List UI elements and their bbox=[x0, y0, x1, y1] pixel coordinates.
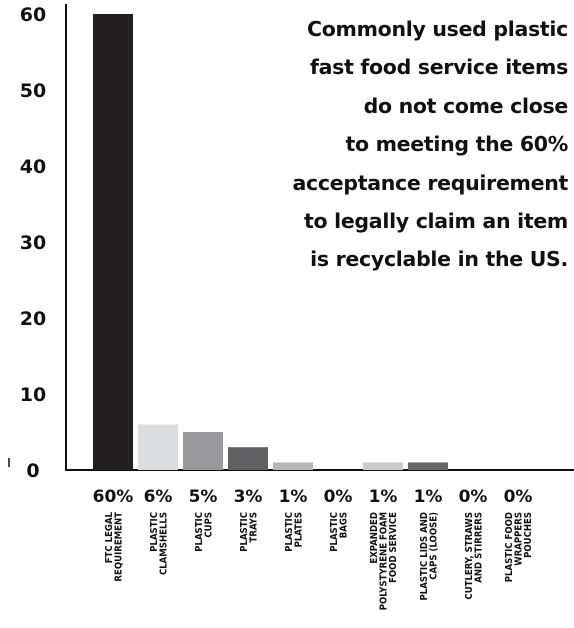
category-label: PLASTIC FOOD bbox=[504, 512, 515, 582]
value-label: 1% bbox=[414, 487, 443, 507]
value-label: 6% bbox=[144, 487, 173, 507]
category-label: AND STIRRERS bbox=[473, 512, 484, 583]
value-label: 0% bbox=[324, 487, 353, 507]
bar bbox=[93, 14, 133, 470]
category-label: PLASTIC bbox=[194, 512, 205, 552]
y-tick-label: 30 bbox=[20, 232, 46, 254]
value-label: 5% bbox=[189, 487, 218, 507]
category-label: WRAPPERS bbox=[514, 512, 525, 566]
y-tick-label: 40 bbox=[20, 156, 46, 178]
category-label: CUPS bbox=[203, 512, 214, 538]
bar bbox=[138, 424, 178, 470]
annotation-line: Commonly used plastic bbox=[307, 17, 568, 41]
category-label: PLASTIC bbox=[284, 512, 295, 552]
value-label: 1% bbox=[279, 487, 308, 507]
value-label: 60% bbox=[93, 487, 134, 507]
y-tick-label: 10 bbox=[20, 384, 46, 406]
category-label: EXPANDED bbox=[369, 512, 380, 564]
category-label: POUCHES bbox=[523, 512, 534, 558]
chart-annotation: Commonly used plastic fast food service … bbox=[238, 10, 568, 279]
bar bbox=[228, 447, 268, 470]
bar bbox=[183, 432, 223, 470]
category-label: FTC LEGAL bbox=[104, 511, 115, 563]
bar bbox=[408, 462, 448, 470]
category-label: TRAYS bbox=[248, 512, 259, 542]
bar bbox=[363, 462, 403, 470]
category-label: CLAMSHELLS bbox=[158, 512, 169, 575]
y-tick-label: 20 bbox=[20, 308, 46, 330]
category-label: CAPS (LOOSE) bbox=[428, 512, 439, 580]
category-label: PLATES bbox=[293, 512, 304, 547]
annotation-line: to meeting the 60% bbox=[345, 132, 568, 157]
annotation-line: fast food service items bbox=[310, 55, 568, 80]
annotation-line: acceptance requirement bbox=[292, 170, 568, 195]
category-label: PLASTIC LIDS AND bbox=[419, 512, 430, 600]
category-label: CUTLERY, STRAWS bbox=[464, 512, 475, 600]
y-tick-label: 0 bbox=[26, 460, 39, 482]
category-label: BAGS bbox=[338, 512, 349, 538]
bar bbox=[273, 462, 313, 470]
value-label: 0% bbox=[504, 487, 533, 507]
value-label: 1% bbox=[369, 487, 398, 507]
category-label: PLASTIC bbox=[239, 512, 250, 552]
y-tick-label: 60 bbox=[20, 4, 46, 26]
category-label: FOOD SERVICE bbox=[388, 512, 399, 583]
category-label: PLASTIC bbox=[329, 512, 340, 552]
annotation-line: to legally claim an item bbox=[303, 209, 568, 234]
category-label: REQUIREMENT bbox=[113, 512, 124, 582]
value-label: 0% bbox=[459, 487, 488, 507]
category-label: POLYSTYRENE FOAM bbox=[379, 512, 390, 610]
value-label: 3% bbox=[234, 487, 263, 507]
annotation-line: do not come close bbox=[363, 93, 569, 118]
y-tick-label: 50 bbox=[20, 80, 46, 102]
annotation-line: is recyclable in the US. bbox=[310, 247, 568, 272]
category-label: PLASTIC bbox=[149, 512, 160, 552]
